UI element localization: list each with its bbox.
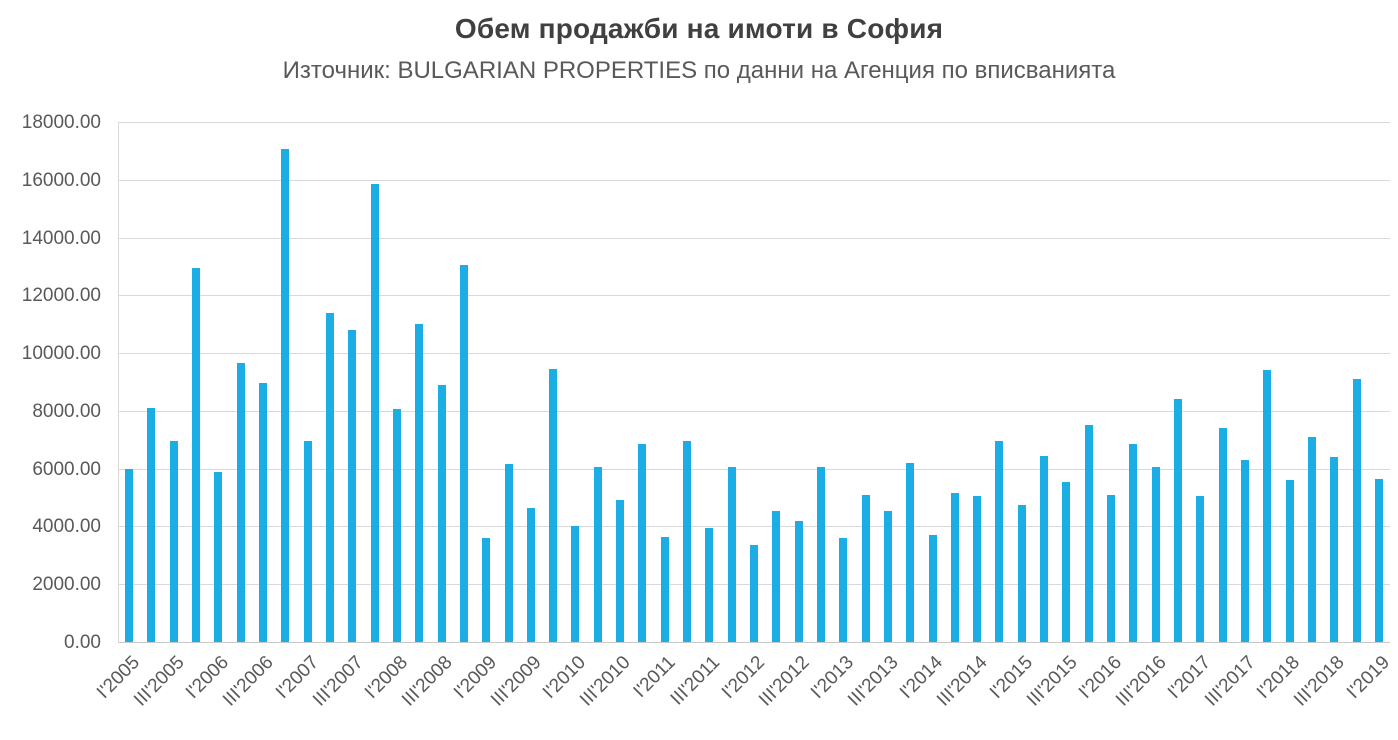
bar-IV'2018: [1352, 379, 1361, 642]
bar-III'2017: [1240, 460, 1249, 642]
gridline: [118, 122, 1390, 123]
bar-II'2012: [772, 510, 781, 642]
bar-II'2014: [950, 493, 959, 642]
x-tick-label: III'2013: [844, 652, 903, 711]
x-tick-label: III'2010: [576, 652, 635, 711]
bar-I'2013: [839, 538, 848, 642]
gridline: [118, 179, 1390, 181]
bar-I'2012: [750, 545, 758, 642]
bar-II'2017: [1218, 428, 1227, 642]
gridline: [118, 295, 1390, 297]
bar-II'2010: [593, 467, 602, 642]
bar-IV'2015: [1084, 425, 1093, 642]
x-tick-label: III'2018: [1290, 652, 1350, 711]
bar-I'2005: [125, 468, 134, 642]
bar-IV'2007: [370, 184, 379, 642]
bar-II'2005: [147, 408, 156, 642]
bar-III'2006: [259, 383, 268, 642]
bar-III'2018: [1330, 457, 1339, 642]
bar-IV'2006: [281, 149, 290, 642]
bar-I'2014: [928, 535, 937, 642]
bar-I'2016: [1107, 494, 1116, 642]
bar-II'2016: [1129, 444, 1138, 642]
bar-III'2005: [169, 441, 178, 642]
y-tick-label: 10000.00: [21, 343, 101, 365]
y-tick-label: 16000.00: [21, 169, 101, 191]
bar-IV'2016: [1174, 399, 1182, 642]
x-tick-label: III'2014: [933, 652, 993, 711]
x-tick-label: III'2006: [219, 652, 278, 711]
y-tick-label: 0.00: [64, 632, 101, 653]
gridline: [118, 410, 1390, 412]
y-tick-label: 14000.00: [21, 227, 101, 249]
bar-II'2007: [325, 312, 334, 642]
y-tick-label: 2000.00: [32, 574, 101, 596]
bar-IV'2013: [906, 462, 915, 642]
bar-I'2017: [1196, 496, 1205, 642]
bar-III'2014: [973, 496, 982, 642]
bar-IV'2010: [638, 444, 647, 642]
bar-I'2008: [392, 409, 401, 642]
bar-IV'2009: [549, 369, 558, 642]
x-axis-line: [118, 642, 1390, 643]
y-axis-line: [118, 123, 119, 643]
x-axis-tick-labels: I'2005 III'2005 I'2006 III'2006 I'2007 III'20…: [93, 643, 1394, 738]
plot-area: 0.00 2000.00 4000.00 6000.00 8000.00 10000.00…: [22, 112, 1394, 711]
gridline: [118, 237, 1390, 239]
bar-IV'2005: [192, 267, 201, 642]
bar-I'2015: [1017, 504, 1026, 642]
gridline: [118, 353, 1390, 355]
bar-I'2019: [1374, 478, 1383, 642]
bar-IV'2011: [727, 467, 736, 642]
chart-subtitle: Източник: BULGARIAN PROPERTIES по данни …: [282, 57, 1116, 84]
chart-title: Обем продажби на имоти в София: [454, 13, 944, 44]
bar-II'2008: [415, 324, 424, 642]
bar-II'2011: [683, 441, 692, 642]
bar-III'2013: [883, 510, 892, 642]
x-tick-label: I'2019: [1342, 652, 1394, 704]
bar-IV'2012: [816, 467, 825, 642]
bar-II'2009: [504, 464, 513, 642]
y-tick-label: 8000.00: [32, 400, 101, 422]
gridline: [118, 526, 1390, 528]
y-tick-label: 6000.00: [32, 458, 101, 480]
x-tick-label: III'2009: [487, 652, 546, 711]
bar-III'2008: [437, 384, 446, 642]
bar-III'2016: [1151, 467, 1160, 642]
bar-I'2018: [1285, 480, 1294, 642]
bar-IV'2014: [995, 441, 1004, 642]
y-tick-label: 4000.00: [32, 516, 101, 538]
bar-II'2018: [1307, 436, 1316, 642]
x-tick-label: III'2017: [1201, 652, 1260, 711]
bar-III'2015: [1062, 481, 1071, 642]
bar-III'2012: [794, 520, 803, 642]
bar-II'2006: [236, 363, 245, 642]
bar-III'2009: [526, 507, 535, 642]
bar-III'2007: [348, 330, 357, 642]
bar-I'2011: [660, 536, 669, 642]
gridline: [118, 468, 1390, 470]
bar-I'2006: [214, 471, 223, 642]
bar-III'2010: [616, 500, 625, 642]
bar-IV'2008: [459, 265, 468, 642]
bar-I'2007: [303, 441, 312, 642]
y-tick-label: 18000.00: [21, 112, 101, 133]
bar-I'2010: [571, 526, 580, 642]
bar-III'2011: [705, 527, 714, 642]
y-tick-label: 12000.00: [21, 285, 101, 307]
bar-IV'2017: [1263, 370, 1272, 642]
bar-I'2009: [482, 538, 491, 642]
x-tick-label: III'2011: [666, 652, 725, 710]
bar-II'2013: [861, 494, 870, 642]
bar-II'2015: [1040, 455, 1049, 642]
